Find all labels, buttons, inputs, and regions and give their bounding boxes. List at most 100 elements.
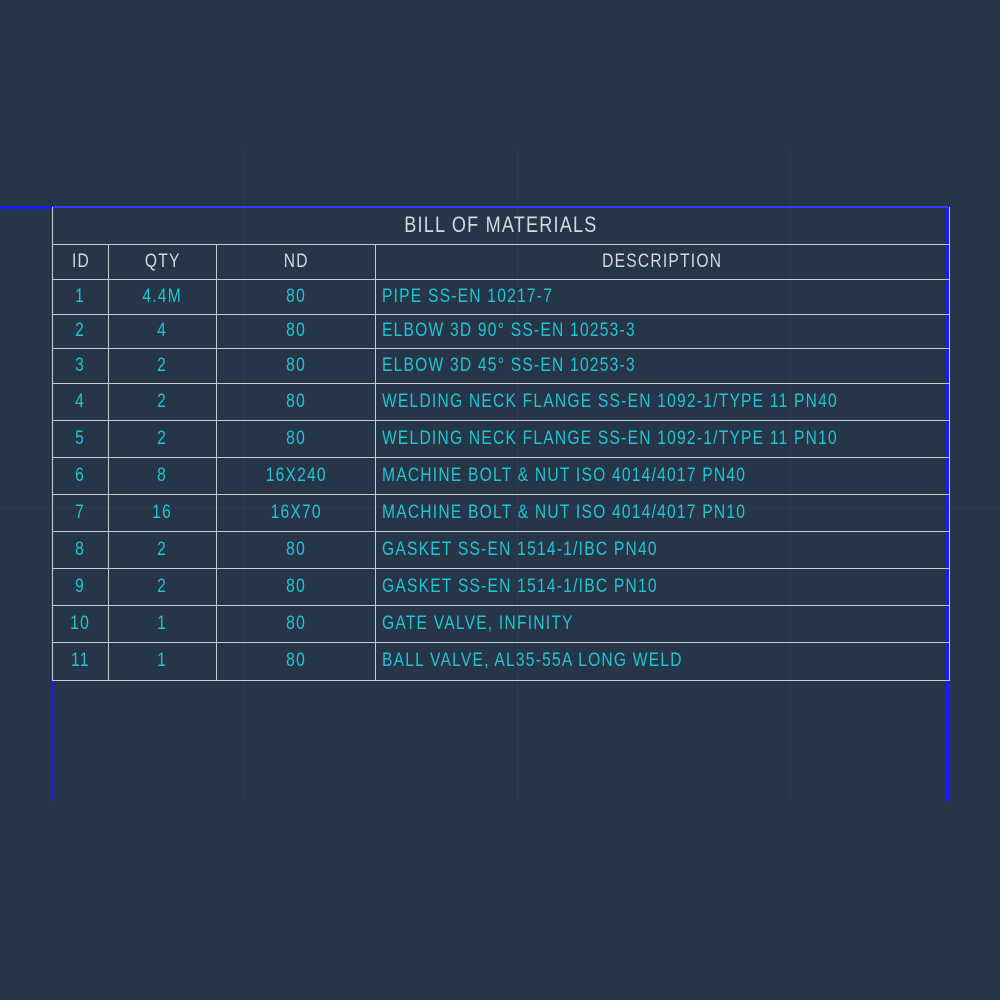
nd-cell: 16X70	[216, 493, 376, 532]
qty-cell-text: 16	[152, 501, 173, 523]
nd-cell-text: 16X70	[270, 501, 322, 523]
id-cell-text: 11	[71, 650, 90, 671]
id-cell-text: 8	[75, 538, 86, 560]
nd-cell: 80	[216, 530, 376, 569]
nd-cell: 16X240	[216, 456, 376, 495]
nd-cell-text: 80	[286, 538, 306, 560]
id-cell-text: 2	[75, 320, 86, 341]
nd-cell: 80	[216, 604, 376, 643]
id-cell-text: 3	[75, 354, 86, 376]
description-cell: GASKET SS-EN 1514-1/IBC PN40	[374, 530, 951, 569]
description-cell-text: PIPE SS-EN 10217-7	[382, 285, 554, 307]
nd-cell: 80	[216, 567, 376, 606]
table-row: 1 4.4M 80 PIPE SS-EN 10217-7	[52, 278, 951, 315]
description-cell-text: BALL VALVE, AL35-55A LONG WELD	[382, 650, 683, 671]
nd-cell: 80	[216, 419, 376, 458]
description-cell: WELDING NECK FLANGE SS-EN 1092-1/TYPE 11…	[374, 419, 951, 458]
qty-cell: 1	[108, 641, 217, 681]
qty-cell: 2	[108, 567, 217, 606]
id-cell-text: 9	[75, 575, 86, 597]
table-row: 8 2 80 GASKET SS-EN 1514-1/IBC PN40	[52, 530, 951, 569]
description-cell: MACHINE BOLT & NUT ISO 4014/4017 PN40	[374, 456, 951, 495]
qty-cell: 2	[108, 347, 217, 384]
description-cell: GATE VALVE, INFINITY	[374, 604, 951, 643]
id-cell: 5	[52, 419, 109, 458]
qty-cell-text: 4.4M	[142, 285, 183, 307]
id-cell: 10	[52, 604, 109, 643]
qty-cell-text: 1	[157, 650, 168, 671]
id-cell-text: 4	[75, 390, 86, 412]
id-cell: 3	[52, 347, 109, 384]
description-cell-text: GASKET SS-EN 1514-1/IBC PN40	[382, 538, 658, 560]
qty-cell-text: 2	[157, 538, 168, 560]
id-cell-text: 7	[75, 501, 86, 523]
qty-cell-text: 2	[157, 390, 168, 412]
nd-cell: 80	[216, 278, 376, 315]
qty-cell-text: 2	[157, 427, 168, 449]
description-cell: WELDING NECK FLANGE SS-EN 1092-1/TYPE 11…	[374, 382, 951, 421]
table-row: 2 4 80 ELBOW 3D 90° SS-EN 10253-3	[52, 313, 951, 349]
description-cell-text: WELDING NECK FLANGE SS-EN 1092-1/TYPE 11…	[382, 390, 838, 412]
qty-cell: 4.4M	[108, 278, 217, 315]
description-cell-text: MACHINE BOLT & NUT ISO 4014/4017 PN40	[382, 464, 747, 486]
description-cell-text: GATE VALVE, INFINITY	[382, 612, 574, 634]
description-cell-text: GASKET SS-EN 1514-1/IBC PN10	[382, 575, 658, 597]
qty-cell-text: 4	[157, 320, 168, 341]
nd-cell: 80	[216, 347, 376, 384]
table-row: 9 2 80 GASKET SS-EN 1514-1/IBC PN10	[52, 567, 951, 606]
id-cell-text: 1	[75, 285, 86, 307]
description-cell: BALL VALVE, AL35-55A LONG WELD	[374, 641, 951, 681]
table-title: BILL OF MATERIALS	[51, 207, 951, 245]
table-row: 10 1 80 GATE VALVE, INFINITY	[52, 604, 951, 643]
description-cell: PIPE SS-EN 10217-7	[374, 278, 951, 315]
table-title-row: BILL OF MATERIALS	[51, 207, 951, 245]
qty-cell: 8	[108, 456, 217, 495]
id-cell: 4	[52, 382, 109, 421]
nd-cell-text: 80	[286, 650, 306, 671]
nd-cell-text: 80	[286, 575, 306, 597]
qty-cell: 2	[108, 419, 217, 458]
column-header: ND	[216, 243, 376, 280]
nd-cell-text: 16X240	[265, 464, 327, 486]
column-header-text: DESCRIPTION	[602, 250, 723, 272]
qty-cell-text: 8	[157, 464, 168, 486]
qty-cell-text: 1	[157, 612, 168, 634]
nd-cell-text: 80	[286, 285, 306, 307]
id-cell-text: 5	[75, 427, 86, 449]
table-title-text: BILL OF MATERIALS	[404, 212, 598, 238]
column-header: QTY	[108, 243, 217, 280]
table-row: 6 8 16X240 MACHINE BOLT & NUT ISO 4014/4017…	[52, 456, 951, 495]
id-cell: 1	[52, 278, 109, 315]
nd-cell: 80	[216, 313, 376, 349]
description-cell-text: ELBOW 3D 90° SS-EN 10253-3	[382, 320, 636, 341]
description-cell-text: WELDING NECK FLANGE SS-EN 1092-1/TYPE 11…	[382, 427, 838, 449]
id-cell-text: 6	[75, 464, 86, 486]
id-cell: 11	[52, 641, 109, 681]
description-cell: ELBOW 3D 90° SS-EN 10253-3	[374, 313, 951, 349]
qty-cell: 2	[108, 530, 217, 569]
table-row: 11 1 80 BALL VALVE, AL35-55A LONG WELD	[52, 641, 951, 681]
table-row: 4 2 80 WELDING NECK FLANGE SS-EN 1092-1/TYP…	[52, 382, 951, 421]
qty-cell-text: 2	[157, 575, 168, 597]
id-cell: 6	[52, 456, 109, 495]
id-cell: 9	[52, 567, 109, 606]
qty-cell: 2	[108, 382, 217, 421]
column-header-text: ND	[283, 250, 309, 272]
column-header-text: ID	[71, 250, 90, 272]
column-header: DESCRIPTION	[374, 243, 951, 280]
nd-cell: 80	[216, 641, 376, 681]
description-cell-text: MACHINE BOLT & NUT ISO 4014/4017 PN10	[382, 501, 747, 523]
id-cell-text: 10	[70, 612, 91, 634]
description-cell: MACHINE BOLT & NUT ISO 4014/4017 PN10	[374, 493, 951, 532]
nd-cell-text: 80	[286, 390, 306, 412]
drawing-border-line	[0, 206, 53, 209]
nd-cell-text: 80	[286, 354, 306, 376]
column-header: ID	[52, 243, 109, 280]
nd-cell-text: 80	[286, 320, 306, 341]
nd-cell-text: 80	[286, 612, 306, 634]
column-header-text: QTY	[144, 250, 181, 272]
nd-cell: 80	[216, 382, 376, 421]
id-cell: 7	[52, 493, 109, 532]
description-cell: GASKET SS-EN 1514-1/IBC PN10	[374, 567, 951, 606]
nd-cell-text: 80	[286, 427, 306, 449]
